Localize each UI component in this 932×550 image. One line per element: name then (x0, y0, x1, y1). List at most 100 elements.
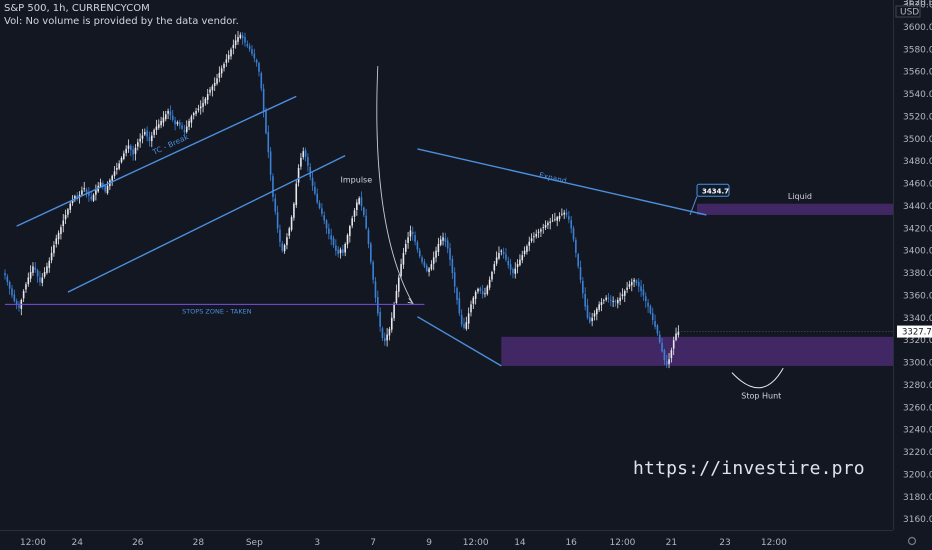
candle-body (223, 63, 225, 69)
candle-body (570, 220, 572, 229)
candle-body (486, 286, 489, 294)
price-callout-box[interactable] (696, 183, 730, 197)
price-callout-pointer (689, 196, 698, 216)
candle-body (439, 239, 442, 245)
candle-body (328, 228, 330, 234)
candle-body (213, 82, 216, 86)
time-tick-label: 21 (666, 538, 677, 548)
candle-body (463, 323, 465, 328)
candle-body (393, 304, 395, 319)
candle-body (390, 317, 393, 330)
candle-body (537, 231, 540, 233)
candle-body (456, 288, 458, 300)
candle-body (83, 188, 86, 190)
price-tick-label: 3300.0 (903, 359, 932, 369)
trend-line-lower-channel[interactable] (67, 154, 346, 293)
candle-body (141, 135, 144, 139)
price-tick-label: 3180.0 (903, 493, 932, 503)
candle-body (512, 269, 514, 274)
candle-body (474, 292, 477, 299)
candle-body (95, 190, 97, 195)
candle-body (302, 151, 305, 158)
candle-body (74, 195, 76, 199)
candle-body (157, 124, 160, 128)
candle-body (260, 73, 263, 89)
candle-body (39, 277, 41, 283)
candle-body (633, 279, 635, 282)
impulse-arrow[interactable] (376, 66, 414, 304)
candle-body (113, 171, 116, 176)
candle-body (25, 284, 27, 290)
last-price-label: 3327.7 (902, 328, 932, 338)
candle-body (558, 216, 561, 219)
zone-demand[interactable] (501, 336, 893, 366)
candle-body (192, 113, 195, 116)
candle-body (614, 300, 617, 303)
trend-line-expand[interactable] (417, 148, 707, 216)
price-callout-label: 3434.7 (702, 187, 729, 195)
candle-body (81, 190, 83, 195)
candle-body (381, 328, 384, 338)
candle-body (258, 62, 260, 72)
watermark-url: https://investire.pro (633, 458, 865, 479)
candle-body (668, 359, 670, 365)
candle-body (15, 301, 18, 305)
candle-body (626, 287, 628, 290)
candle-body (430, 264, 433, 270)
settings-gear-icon[interactable] (907, 536, 917, 546)
currency-badge[interactable] (895, 5, 921, 18)
price-tick-label: 3520.0 (903, 112, 932, 122)
candle-body (8, 281, 11, 289)
candle-body (642, 289, 645, 296)
candle-body (370, 243, 372, 262)
candle-body (316, 193, 319, 203)
price-tick-label: 3540.0 (903, 90, 932, 100)
last-price-tag[interactable] (897, 325, 932, 338)
symbol-title[interactable]: S&P 500, 1h, CURRENCYCOM (4, 3, 150, 14)
time-tick-label: 12:00 (761, 538, 787, 548)
zones-layer (501, 203, 893, 366)
candle-body (116, 167, 118, 170)
candle-body (379, 312, 381, 327)
candle-body (603, 299, 605, 301)
candle-body (111, 175, 113, 181)
candle-body (29, 271, 32, 279)
candle-body (649, 306, 652, 314)
stop-hunt-arc[interactable] (731, 367, 784, 389)
candle-body (610, 299, 612, 301)
candle-body (584, 293, 586, 307)
candle-body (353, 210, 356, 217)
time-tick-label: 12:00 (463, 538, 489, 548)
candle-body (160, 120, 162, 126)
time-axis[interactable]: 12:00 24 26 28 Sep 3 7 9 12:00 14 16 12:00 21 23 12:00 (0, 530, 917, 549)
price-tick-label: 3480.0 (903, 157, 932, 167)
candle-body (123, 153, 125, 159)
candle-body (481, 291, 484, 295)
candle-body (651, 313, 654, 321)
candle-body (164, 114, 167, 120)
candle-body (533, 236, 535, 238)
trend-line-tc-break[interactable] (16, 95, 297, 227)
candle-body (542, 227, 545, 229)
trend-line-lower-expand[interactable] (417, 316, 502, 367)
candle-body (342, 249, 344, 253)
candle-body (171, 115, 174, 120)
candle-body (367, 229, 370, 244)
candle-body (372, 261, 374, 280)
candle-body (502, 251, 505, 255)
candle-body (197, 108, 200, 111)
candle-body (27, 277, 30, 285)
candle-body (11, 288, 13, 296)
candle-body (102, 182, 104, 187)
candle-body (300, 157, 302, 167)
candle-body (621, 294, 624, 297)
candle-body (616, 299, 619, 304)
price-axis[interactable]: 3620.0 3600.0 3580.0 3560.0 3540.0 3520.0 3500… (678, 0, 932, 530)
zone-liquid[interactable] (697, 203, 893, 215)
time-tick-label: Sep (246, 538, 263, 548)
candle-body (411, 232, 414, 234)
candle-body (421, 257, 423, 262)
candle-body (575, 239, 577, 253)
price-tick-label: 3420.0 (903, 224, 932, 234)
